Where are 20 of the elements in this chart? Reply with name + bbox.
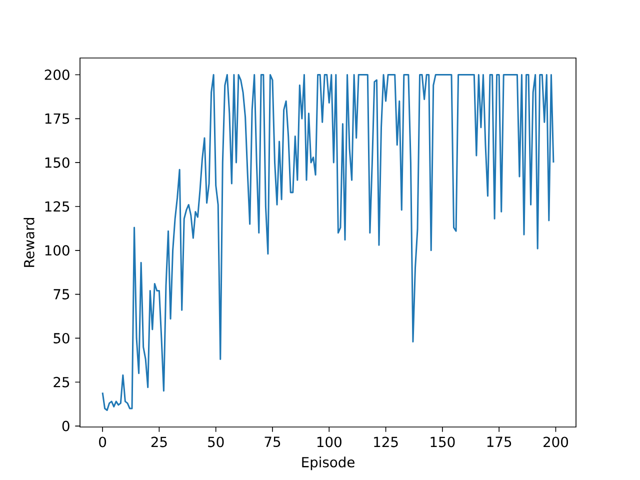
y-tick-label: 50 [54, 332, 70, 344]
x-tick-label: 200 [544, 436, 568, 448]
y-tick-label: 0 [62, 420, 70, 432]
y-tick-label: 75 [54, 289, 70, 300]
x-tick-label: 75 [264, 436, 280, 448]
y-axis-title: Reward [24, 218, 34, 267]
y-tick-label: 200 [44, 70, 70, 80]
x-tick-label: 25 [151, 436, 167, 448]
x-axis-title: Episode [302, 456, 354, 470]
y-tick-label: 175 [45, 114, 70, 124]
x-tick-label: 125 [374, 436, 398, 448]
y-tick-label: 25 [54, 376, 70, 388]
y-tick-label: 125 [45, 201, 70, 212]
x-tick-label: 100 [317, 436, 342, 448]
x-tick-label: 150 [430, 436, 455, 448]
x-tick-label: 50 [208, 436, 224, 448]
y-tick-label: 150 [45, 157, 70, 168]
x-tick-label: 175 [487, 436, 512, 448]
x-tick-label: 0 [99, 436, 106, 448]
y-tick-label: 100 [45, 245, 70, 256]
